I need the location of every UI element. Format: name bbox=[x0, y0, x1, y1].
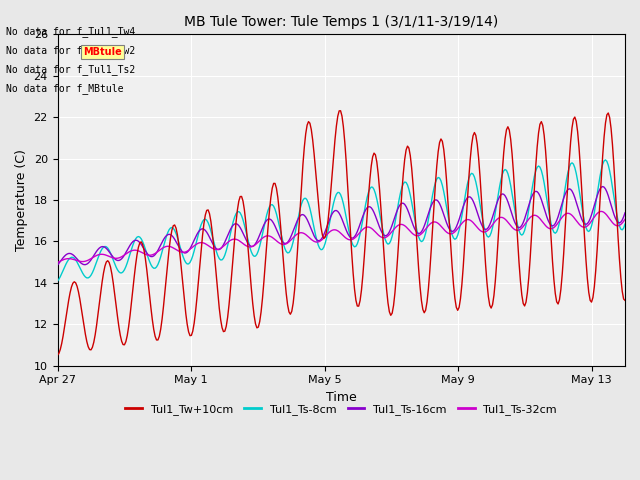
Text: No data for f_MBtule: No data for f_MBtule bbox=[6, 83, 124, 94]
Y-axis label: Temperature (C): Temperature (C) bbox=[15, 149, 28, 251]
Text: No data for f_Tul1_Tw2: No data for f_Tul1_Tw2 bbox=[6, 45, 136, 56]
Text: No data for f_Tul1_Tw4: No data for f_Tul1_Tw4 bbox=[6, 25, 136, 36]
Legend: Tul1_Tw+10cm, Tul1_Ts-8cm, Tul1_Ts-16cm, Tul1_Ts-32cm: Tul1_Tw+10cm, Tul1_Ts-8cm, Tul1_Ts-16cm,… bbox=[121, 400, 561, 420]
Title: MB Tule Tower: Tule Temps 1 (3/1/11-3/19/14): MB Tule Tower: Tule Temps 1 (3/1/11-3/19… bbox=[184, 15, 499, 29]
X-axis label: Time: Time bbox=[326, 391, 356, 404]
Text: No data for f_Tul1_Ts2: No data for f_Tul1_Ts2 bbox=[6, 64, 136, 75]
Text: MBtule: MBtule bbox=[83, 47, 122, 57]
